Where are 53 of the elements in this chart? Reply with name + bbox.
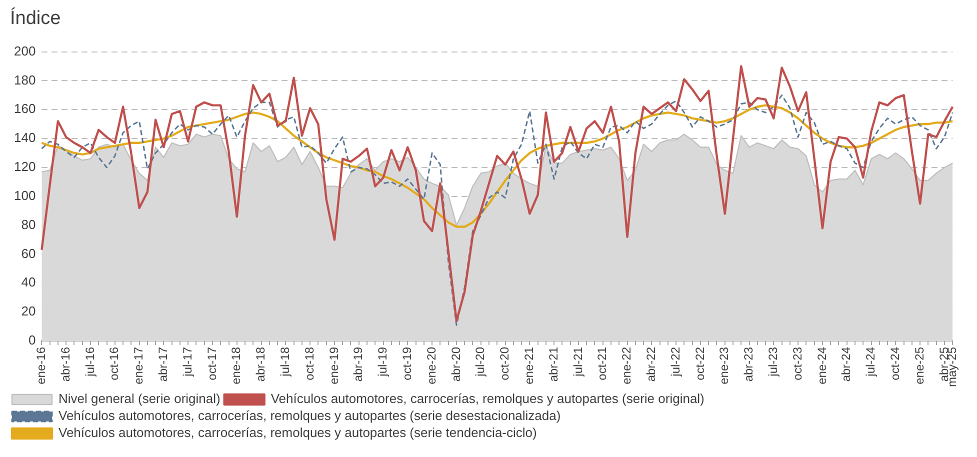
y-tick-label: 60 [21, 246, 36, 261]
y-tick-label: 20 [21, 304, 36, 319]
y-tick-label: 100 [14, 188, 36, 203]
legend-label: Nivel general (serie original) [58, 391, 220, 406]
y-tick-label: 80 [21, 216, 36, 232]
y-axis-title: Índice [10, 8, 62, 31]
x-tick-label: abr-22 [644, 346, 658, 382]
x-tick-label: jul-20 [473, 346, 488, 378]
x-tick-label: abr-17 [156, 346, 170, 382]
x-tick-label: ene-21 [522, 346, 536, 384]
x-tick-label: oct-22 [692, 346, 707, 380]
x-tick-label: ene-18 [229, 346, 244, 384]
x-tick-label: abr-18 [254, 346, 268, 382]
x-tick-label: abr-24 [839, 346, 854, 382]
y-tick-label: 0 [28, 332, 36, 348]
legend-label: Vehículos automotores, carrocerías, remolques y autopartes (serie original) [270, 391, 704, 406]
y-tick-label: 140 [14, 130, 36, 146]
y-tick-label: 180 [14, 72, 36, 88]
x-tick-label: oct-18 [302, 346, 316, 380]
x-tick-label: ene-19 [326, 346, 341, 384]
x-tick-label: oct-16 [107, 346, 122, 380]
x-tick-label: jul-18 [278, 346, 292, 378]
x-tick-label: abr-20 [448, 346, 463, 382]
x-tick-label: ene-20 [424, 346, 438, 384]
x-tick-label: abr-16 [58, 346, 72, 382]
x-tick-label: oct-17 [204, 346, 219, 380]
x-tick-label: oct-21 [595, 346, 610, 380]
y-tick-label: 40 [21, 274, 36, 290]
y-tick-label: 160 [14, 101, 36, 116]
x-tick-label: oct-24 [888, 346, 902, 380]
legend-label: Vehículos automotores, carrocerías, remolques y autopartes (serie tendencia-ciclo) [58, 425, 537, 440]
x-tick-label: jul-22 [668, 346, 682, 378]
x-tick-label: jul-19 [376, 346, 390, 378]
y-tick-label: 200 [14, 43, 36, 58]
x-tick-label: ene-23 [717, 346, 732, 384]
x-tick-label: ene-17 [132, 346, 146, 384]
x-tick-label: jul-24 [864, 346, 878, 378]
x-tick-label: jul-17 [180, 346, 194, 378]
x-tick-label: abr-19 [351, 346, 366, 382]
x-tick-label: ene-16 [34, 346, 48, 384]
x-tick-label: oct-23 [790, 346, 804, 380]
x-tick-label: ene-24 [814, 346, 829, 384]
x-tick-label: jul-23 [766, 346, 780, 378]
legend-label: Vehículos automotores, carrocerías, remolques y autopartes (serie desestacionalizada) [58, 408, 561, 424]
y-tick-label: 120 [14, 159, 36, 174]
x-tick-label: oct-19 [400, 346, 414, 380]
x-tick-label: ene-25 [912, 346, 926, 384]
x-tick-label: oct-20 [498, 346, 512, 380]
x-tick-label: jul-21 [570, 346, 585, 378]
x-tick-label: abr-21 [546, 346, 560, 382]
x-tick-label: abr-23 [742, 346, 756, 382]
x-tick-label: ene-22 [620, 346, 634, 384]
x-tick-label: jul-16 [82, 346, 97, 378]
